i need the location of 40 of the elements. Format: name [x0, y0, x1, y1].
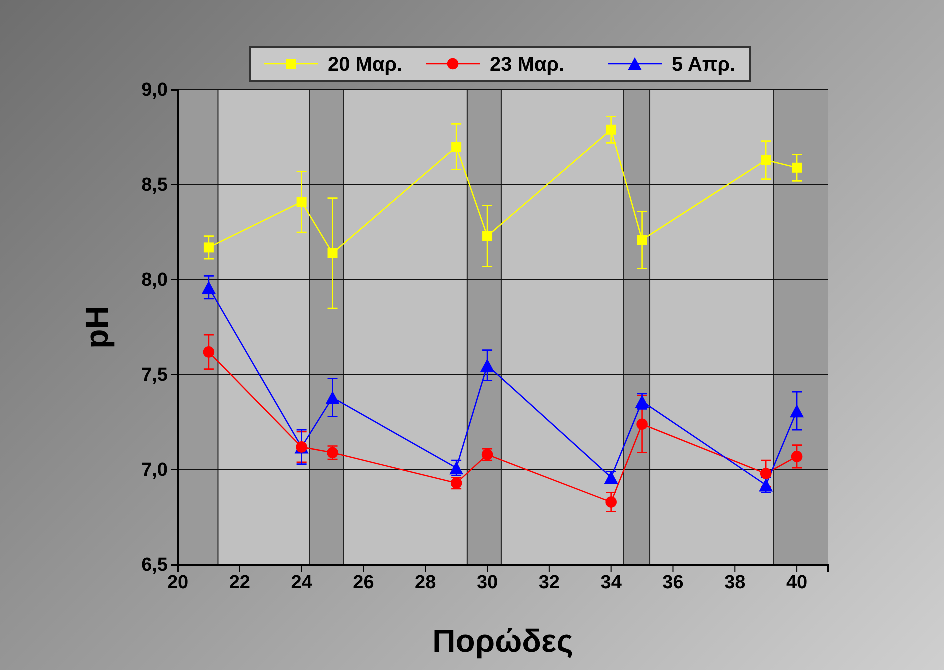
x-tick-label: 32: [538, 572, 560, 594]
legend-label: 20 Μαρ.: [328, 54, 403, 76]
y-tick-label: 6,5: [142, 555, 168, 576]
x-tick-label: 28: [415, 572, 436, 594]
point: [606, 124, 616, 135]
x-axis-title: Πορώδες: [432, 623, 574, 659]
point: [296, 197, 307, 208]
point: [791, 451, 803, 462]
point: [452, 142, 462, 152]
y-tick-label: 8,5: [142, 175, 168, 196]
y-axis-title: pH: [79, 306, 115, 349]
x-tick-label: 24: [291, 572, 313, 594]
point: [637, 235, 648, 246]
legend-label: 5 Απρ.: [672, 54, 736, 76]
point: [606, 496, 617, 508]
x-tick-label: 30: [476, 572, 498, 594]
x-tick-label: 36: [662, 572, 684, 594]
point: [202, 281, 216, 294]
y-tick-label: 8,0: [142, 270, 168, 292]
x-tick-label: 20: [167, 572, 189, 594]
point: [204, 242, 214, 253]
point: [760, 468, 772, 480]
point: [790, 404, 804, 418]
legend-label: 23 Μαρ.: [490, 54, 565, 76]
point: [480, 359, 495, 372]
point: [636, 418, 648, 430]
y-tick-label: 7,0: [142, 460, 168, 482]
y-tick-label: 9,0: [142, 80, 168, 102]
point: [482, 231, 493, 242]
point: [761, 155, 772, 166]
point: [203, 346, 215, 358]
y-tick-label: 7,5: [142, 365, 168, 386]
x-tick-label: 26: [353, 572, 374, 594]
point: [792, 162, 802, 173]
x-tick-label: 34: [600, 572, 622, 594]
x-tick-label: 38: [724, 572, 746, 594]
x-tick-label: 40: [786, 572, 808, 594]
point: [328, 248, 338, 258]
x-tick-label: 22: [229, 572, 250, 594]
point: [326, 391, 340, 404]
